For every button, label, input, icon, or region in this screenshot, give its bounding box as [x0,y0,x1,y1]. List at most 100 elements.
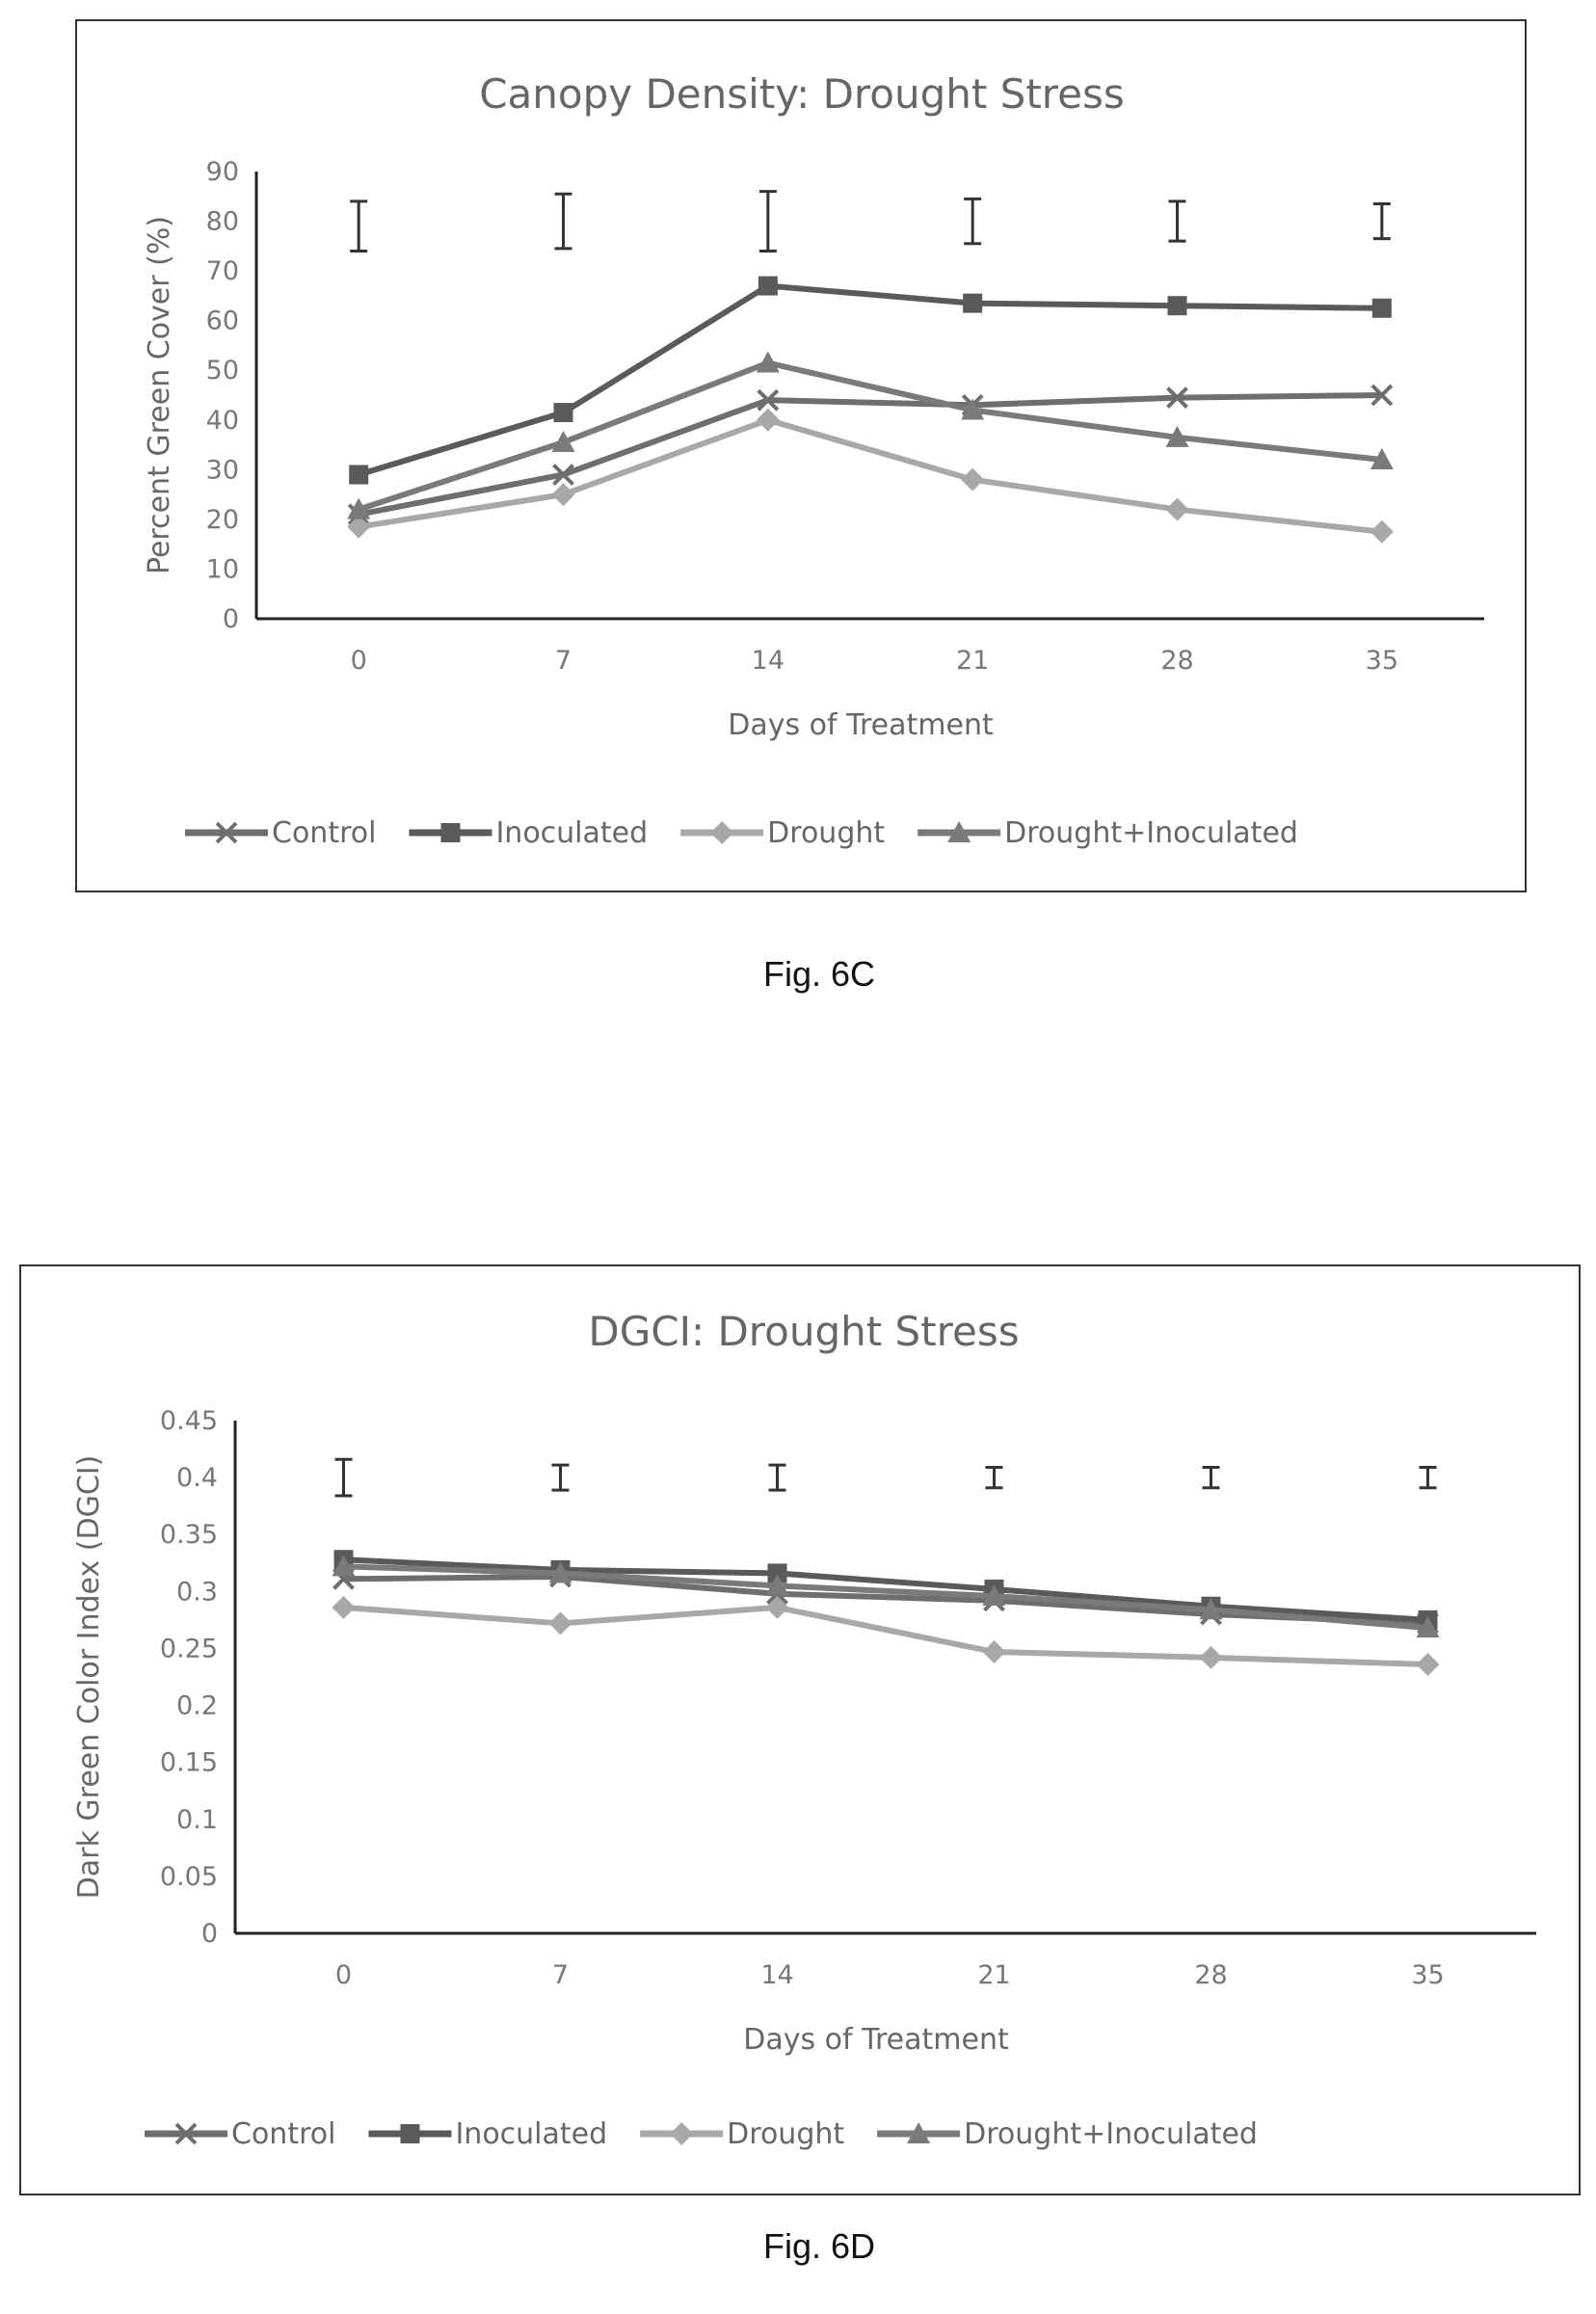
x-tick-label: 7 [552,1960,569,1990]
legend-swatch-marker [670,2122,694,2145]
series-line-drought-inoculated [358,359,1383,513]
y-tick-label: 0.4 [176,1463,218,1493]
series-control [332,1565,1439,1635]
y-tick-label: 0.05 [160,1862,218,1892]
legend-item-control: Control [185,816,376,850]
legend-swatch-marker [215,821,238,844]
data-point-drought [1199,1645,1223,1669]
data-point-control [1370,384,1394,407]
series-line-drought-inoculated [343,1563,1428,1632]
legend-item-drought: Drought [680,816,885,850]
legend-label: Drought+Inoculated [1004,816,1298,850]
data-point-drought [548,1611,572,1636]
legend-swatch-marker [947,821,971,842]
x-tick-label: 14 [752,646,785,676]
series-line-inoculated [343,1556,1428,1623]
legend-swatch-marker [400,2124,420,2143]
legend-swatch-marker [907,2122,931,2143]
data-point-drought-inoculated [1416,1616,1440,1638]
legend-label: Inoculated [455,2117,607,2151]
data-point-drought-inoculated [765,1574,789,1596]
legend-item-drought-inoculated: Drought+Inoculated [877,2117,1258,2151]
series-line-control [358,392,1382,518]
y-tick-label: 90 [206,157,239,187]
chart-title: Canopy Density: Drought Stress [479,70,1125,118]
figure-caption-6c: Fig. 6C [762,954,876,994]
data-point-drought [961,467,985,492]
legend-swatch-marker [174,2122,198,2145]
data-point-drought [765,1595,789,1619]
dgci-chart: DGCI: Drought Stress 0 0.05 0.1 0.15 0.2 0.25 0… [72,1308,1536,2151]
x-tick-label: 28 [1160,646,1193,676]
chart-title: DGCI: Drought Stress [588,1308,1019,1355]
legend-item-control: Control [145,2117,335,2151]
y-tick-label: 0.3 [176,1577,218,1607]
series-drought [347,408,1394,544]
data-point-control [1166,386,1188,409]
error-bar [758,190,777,253]
y-tick-label: 80 [206,207,239,237]
legend-label: Drought [727,2117,844,2151]
data-point-drought [1416,1652,1440,1676]
series-drought [332,1595,1440,1676]
x-axis-label: Days of Treatment [743,2023,1009,2057]
y-tick-label: 10 [206,554,239,584]
legend-item-inoculated: Inoculated [409,816,648,850]
data-point-drought [551,483,575,507]
y-tick-label: 0 [201,1919,218,1949]
data-point-drought-inoculated [332,1555,356,1577]
y-tick-label: 60 [206,306,239,336]
error-bar [964,197,982,246]
x-tick-label: 35 [1411,1960,1444,1990]
y-tick-label: 40 [206,406,239,436]
data-point-drought [982,1639,1006,1663]
y-tick-label: 0.45 [160,1406,218,1436]
error-bar [334,1457,353,1498]
y-axis-label: Dark Green Color Index (DGCI) [72,1455,106,1900]
y-tick-label: 50 [206,356,239,386]
error-bar [768,1463,786,1492]
data-point-inoculated [767,1563,787,1583]
legend-label: Drought+Inoculated [964,2117,1258,2151]
y-tick-label: 0.35 [160,1520,218,1550]
data-point-inoculated [963,293,983,313]
x-tick-label: 7 [555,646,572,676]
data-point-drought-inoculated [756,351,780,373]
legend-swatch-marker [440,823,461,842]
data-point-drought-inoculated [982,1584,1006,1607]
data-point-control [552,464,574,486]
data-point-inoculated [349,465,369,485]
figure-caption-6d: Fig. 6D [762,2226,876,2266]
x-tick-label: 0 [335,1960,352,1990]
error-bar [1202,1465,1220,1490]
legend-label: Drought [767,816,885,850]
data-point-drought [332,1595,356,1619]
x-tick-label: 28 [1194,1960,1227,1990]
data-point-drought [1370,519,1394,544]
data-point-inoculated [1371,298,1392,318]
data-point-drought-inoculated [961,398,985,420]
series-line-inoculated [358,282,1382,478]
y-tick-label: 20 [206,505,239,535]
data-point-drought-inoculated [1199,1598,1223,1620]
x-tick-label: 14 [760,1960,793,1990]
legend-item-drought-inoculated: Drought+Inoculated [918,816,1298,850]
x-tick-label: 35 [1366,646,1398,676]
legend-item-inoculated: Inoculated [368,2117,607,2151]
data-point-drought [756,408,780,432]
x-tick-label: 21 [977,1960,1010,1990]
data-point-inoculated [553,403,573,423]
legend-label: Control [272,816,376,850]
chart-panel-canopy-density: Canopy Density: Drought Stress 0 10 20 30 40 5… [75,19,1527,892]
series-inoculated [349,276,1392,485]
series-line-drought [358,416,1383,535]
x-tick-label: 0 [351,646,367,676]
series-drought-inoculated [347,351,1394,519]
error-bar [1168,199,1186,243]
legend-label: Control [231,2117,335,2151]
error-bar [554,192,572,251]
data-point-drought-inoculated [1165,425,1189,447]
y-tick-label: 0.2 [176,1691,218,1721]
series-line-control [343,1573,1428,1627]
y-tick-label: 0.1 [176,1805,218,1835]
